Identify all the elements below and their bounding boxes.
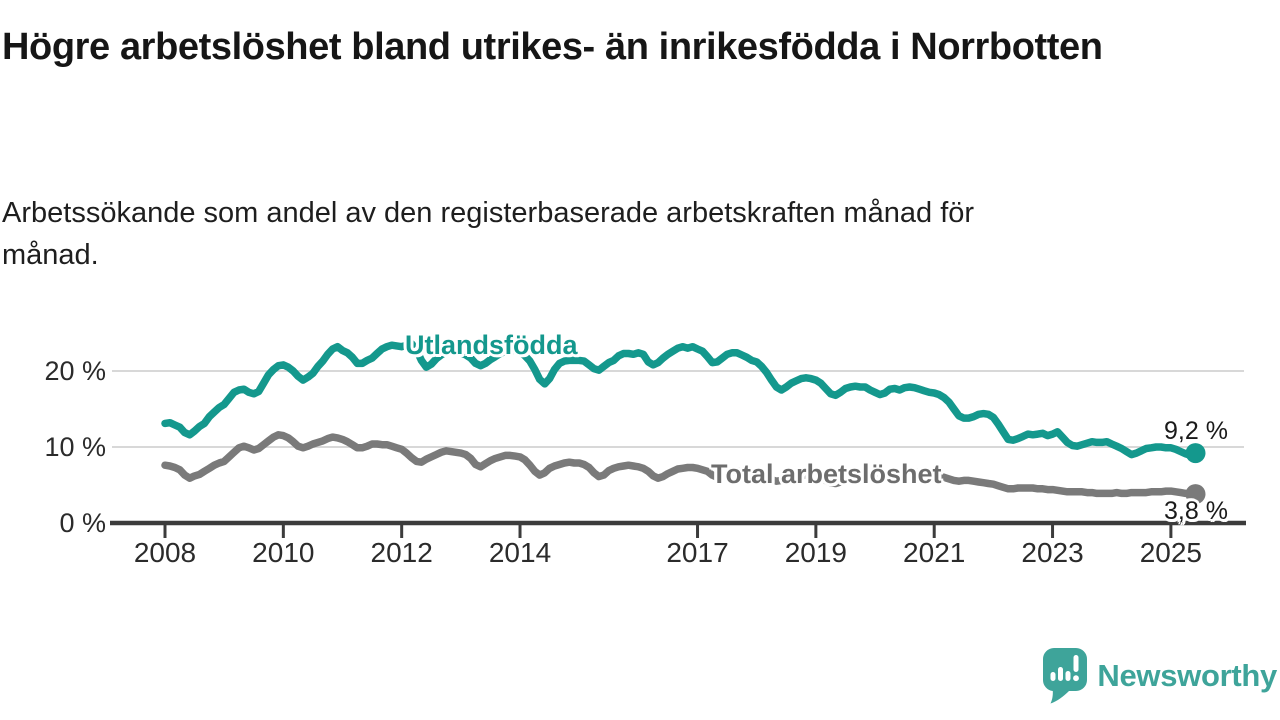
end-value-label-total: 3,8 % xyxy=(1164,497,1228,525)
series-end-dot-utlandsfodda xyxy=(1185,443,1206,464)
chart-title: Högre arbetslöshet bland utrikes- än inr… xyxy=(2,26,1103,68)
bar-icon-1 xyxy=(1050,672,1056,681)
series-label-total-arbetsloshet: Total arbetslöshet xyxy=(711,459,942,489)
series-line-utlandsfodda xyxy=(161,339,1200,460)
newsworthy-bubble-icon xyxy=(1043,648,1088,704)
end-value-label-utlandsfodda: 9,2 % xyxy=(1164,417,1228,445)
series-line-total xyxy=(161,431,1200,498)
brand-name: Newsworthy xyxy=(1097,658,1277,693)
bar-icon-2 xyxy=(1058,667,1064,681)
chart-subtitle: Arbetssökande som andel av den registerb… xyxy=(2,197,975,272)
series-label-utlandsfodda: Utlandsfödda xyxy=(405,330,578,360)
exclamation-bar-icon xyxy=(1073,655,1079,672)
brand-logo: Newsworthy xyxy=(1042,646,1277,706)
bar-icon-3 xyxy=(1065,671,1071,681)
series-end-dot-total xyxy=(1185,484,1206,505)
exclamation-dot-icon xyxy=(1073,675,1080,682)
